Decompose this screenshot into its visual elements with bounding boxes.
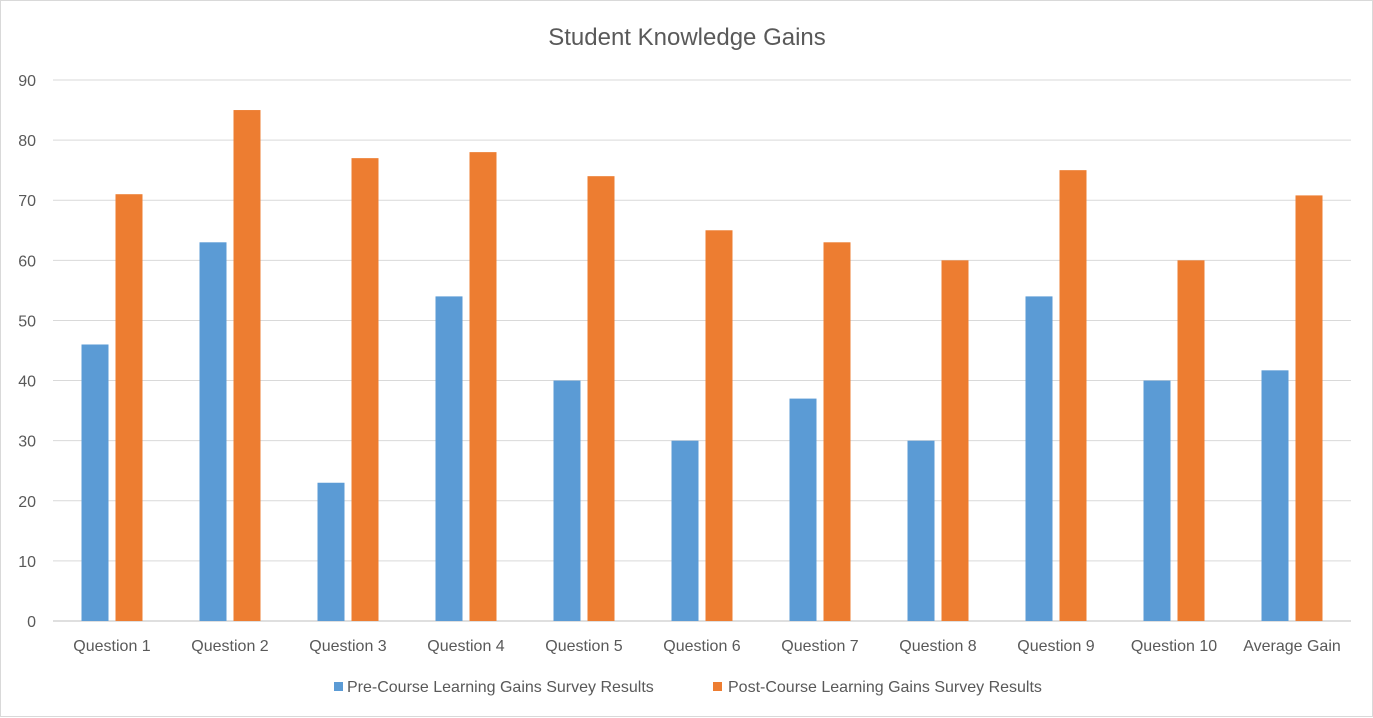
pre-course-bar <box>1261 370 1289 621</box>
post-course-bar <box>705 230 733 621</box>
y-tick-label: 60 <box>18 253 36 270</box>
y-tick-label: 20 <box>18 494 36 511</box>
y-axis-ticks: 0 10 20 30 40 50 60 70 80 90 <box>18 73 36 631</box>
x-category-label: Question 8 <box>899 638 976 655</box>
bars <box>81 110 1323 622</box>
x-category-label: Average Gain <box>1243 638 1341 655</box>
legend-swatch-post <box>713 682 722 691</box>
x-category-label: Question 4 <box>427 638 504 655</box>
post-course-bar <box>587 176 615 621</box>
pre-course-bar <box>199 242 227 622</box>
pre-course-bar <box>81 344 109 621</box>
pre-course-bar <box>553 380 581 621</box>
legend-label-pre: Pre-Course Learning Gains Survey Results <box>347 679 654 696</box>
post-course-bar <box>233 110 261 622</box>
y-tick-label: 70 <box>18 193 36 210</box>
legend-label-post: Post-Course Learning Gains Survey Result… <box>728 679 1042 696</box>
y-tick-label: 0 <box>27 614 36 631</box>
legend: Pre-Course Learning Gains Survey Results… <box>334 679 1042 696</box>
pre-course-bar <box>789 398 817 621</box>
y-tick-label: 50 <box>18 313 36 330</box>
pre-course-bar <box>907 440 935 621</box>
x-category-label: Question 3 <box>309 638 386 655</box>
post-course-bar <box>469 152 497 621</box>
post-course-bar <box>823 242 851 622</box>
gridlines <box>53 79 1351 622</box>
chart-title: Student Knowledge Gains <box>548 24 826 51</box>
post-course-bar <box>941 260 969 621</box>
x-category-label: Question 9 <box>1017 638 1094 655</box>
x-category-label: Question 5 <box>545 638 622 655</box>
x-category-label: Question 10 <box>1131 638 1217 655</box>
legend-swatch-pre <box>334 682 343 691</box>
post-course-bar <box>1059 170 1087 621</box>
y-tick-label: 90 <box>18 73 36 90</box>
x-category-label: Question 6 <box>663 638 740 655</box>
post-course-bar <box>1177 260 1205 621</box>
x-category-label: Question 7 <box>781 638 858 655</box>
y-tick-label: 10 <box>18 554 36 571</box>
pre-course-bar <box>317 482 345 621</box>
post-course-bar <box>1295 195 1323 621</box>
x-category-label: Question 2 <box>191 638 268 655</box>
x-category-label: Question 1 <box>73 638 150 655</box>
y-tick-label: 30 <box>18 434 36 451</box>
pre-course-bar <box>435 296 463 621</box>
y-tick-label: 80 <box>18 133 36 150</box>
pre-course-bar <box>1143 380 1171 621</box>
pre-course-bar <box>671 440 699 621</box>
y-tick-label: 40 <box>18 374 36 391</box>
post-course-bar <box>115 194 143 621</box>
pre-course-bar <box>1025 296 1053 621</box>
post-course-bar <box>351 158 379 621</box>
x-axis-labels: Question 1 Question 2 Question 3 Question 4… <box>73 638 1340 655</box>
